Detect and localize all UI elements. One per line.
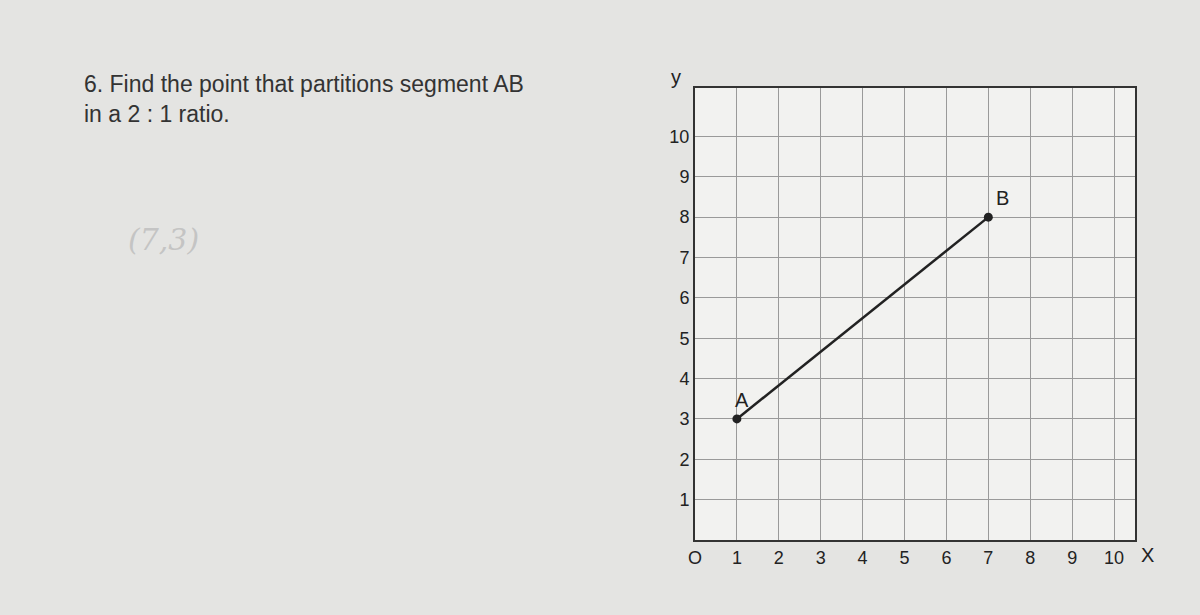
html-text:(7,3): (7,3) — [128, 222, 200, 257]
svg-text:8: 8 — [679, 207, 689, 227]
svg-text:B: B — [996, 187, 1009, 209]
svg-text:2: 2 — [774, 548, 784, 568]
svg-text:10: 10 — [1104, 548, 1124, 568]
svg-text:10: 10 — [669, 127, 689, 147]
svg-text:6: 6 — [679, 288, 689, 308]
svg-text:X: X — [1141, 544, 1154, 566]
svg-text:3: 3 — [816, 548, 826, 568]
svg-text:4: 4 — [679, 369, 689, 389]
svg-text:9: 9 — [679, 167, 689, 187]
svg-text:7: 7 — [983, 548, 993, 568]
svg-text:2: 2 — [679, 450, 689, 470]
svg-text:O: O — [688, 548, 702, 568]
svg-text:8: 8 — [1025, 548, 1035, 568]
svg-text:4: 4 — [858, 548, 868, 568]
svg-text:6. Find the point that partiti: 6. Find the point that partitions segmen… — [84, 71, 524, 127]
svg-text:1: 1 — [732, 548, 742, 568]
svg-text:y: y — [671, 66, 681, 88]
svg-text:A: A — [735, 389, 749, 411]
svg-text:1: 1 — [679, 490, 689, 510]
svg-text:5: 5 — [679, 329, 689, 349]
svg-text:7: 7 — [679, 248, 689, 268]
svg-text:6: 6 — [941, 548, 951, 568]
svg-text:5: 5 — [900, 548, 910, 568]
svg-text:3: 3 — [679, 409, 689, 429]
svg-text:9: 9 — [1067, 548, 1077, 568]
